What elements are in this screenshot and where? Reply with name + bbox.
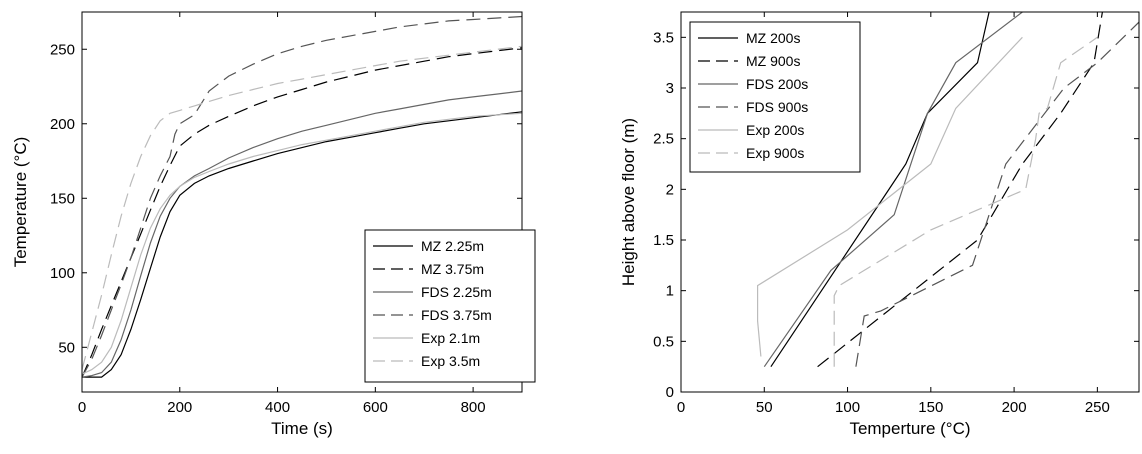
- series-line-exp-2-1m: [82, 112, 522, 375]
- x-tick-label: 200: [167, 399, 192, 416]
- legend-entry: Exp 200s: [746, 122, 804, 138]
- y-tick-label: 100: [50, 265, 75, 282]
- series-line-mz-900s: [817, 12, 1103, 368]
- legend-entry: FDS 2.25m: [421, 284, 492, 300]
- x-tick-label: 400: [265, 399, 290, 416]
- legend: MZ 2.25m MZ 3.75m FDS 2.25m FDS 3.75m Exp 2.…: [364, 229, 536, 383]
- series-line-fds-900s: [855, 21, 1139, 367]
- y-tick-label: 2: [666, 181, 674, 198]
- x-tick-label: 150: [918, 399, 943, 416]
- legend-box: [689, 21, 861, 173]
- legend-entry: FDS 3.75m: [421, 307, 492, 323]
- legend-entry: FDS 900s: [746, 99, 808, 115]
- series-line-mz-2-25m: [82, 111, 522, 378]
- series-line-exp-3-5m: [82, 45, 522, 370]
- legend-entry: Exp 2.1m: [421, 330, 480, 346]
- y-tick-label: 250: [50, 41, 75, 58]
- x-axis-label: Temperture (°C): [849, 419, 970, 438]
- series-group: [82, 15, 522, 378]
- y-tick-label: 1: [666, 283, 674, 300]
- y-axis-label: Height above floor (m): [619, 118, 638, 286]
- series-line-mz-3-75m: [82, 47, 522, 378]
- legend-entry: FDS 200s: [746, 76, 808, 92]
- x-tick-label: 250: [1085, 399, 1110, 416]
- height-vs-temperature-chart: 0 50 100 150 200 250 0 0.5 1 1.5 2 2.5 3 3.5 Tempertur…: [619, 11, 1140, 438]
- x-axis-label: Time (s): [271, 419, 333, 438]
- legend-entry: MZ 2.25m: [421, 238, 484, 254]
- y-tick-label: 2.5: [653, 131, 674, 148]
- x-tick-label: 100: [835, 399, 860, 416]
- series-line-fds-200s: [763, 12, 1023, 368]
- legend-entry: MZ 3.75m: [421, 261, 484, 277]
- x-tick-label: 600: [363, 399, 388, 416]
- series-line-exp-200s: [756, 36, 1023, 357]
- series-group: [756, 12, 1139, 368]
- legend-entry: Exp 3.5m: [421, 353, 480, 369]
- series-line-fds-2-25m: [82, 90, 522, 378]
- y-tick-label: 200: [50, 116, 75, 133]
- series-line-fds-3-75m: [82, 15, 522, 378]
- x-tick-label: 0: [78, 399, 86, 416]
- y-tick-label: 3.5: [653, 29, 674, 46]
- x-tick-label: 50: [756, 399, 773, 416]
- series-line-exp-900s: [833, 36, 1098, 367]
- axes-frame: [81, 11, 523, 393]
- y-tick-label: 3: [666, 80, 674, 97]
- x-tick-label: 200: [1002, 399, 1027, 416]
- y-tick-label: 150: [50, 190, 75, 207]
- legend-box: [364, 229, 536, 383]
- legend-entry: MZ 200s: [746, 30, 800, 46]
- axes-frame: [680, 11, 1140, 393]
- legend: MZ 200s MZ 900s FDS 200s FDS 900s Exp 200s Ex…: [689, 21, 861, 173]
- y-tick-label: 1.5: [653, 232, 674, 249]
- x-tick-label: 0: [677, 399, 685, 416]
- temperature-vs-time-chart: 0 200 400 600 800 50 100 150 200 250 Time (s) Tempe…: [11, 11, 536, 438]
- y-tick-label: 50: [58, 339, 75, 356]
- y-tick-label: 0.5: [653, 333, 674, 350]
- x-tick-label: 800: [461, 399, 486, 416]
- y-tick-label: 0: [666, 384, 674, 401]
- legend-entry: MZ 900s: [746, 53, 800, 69]
- y-axis-label: Temperature (°C): [11, 137, 30, 268]
- legend-entry: Exp 900s: [746, 145, 804, 161]
